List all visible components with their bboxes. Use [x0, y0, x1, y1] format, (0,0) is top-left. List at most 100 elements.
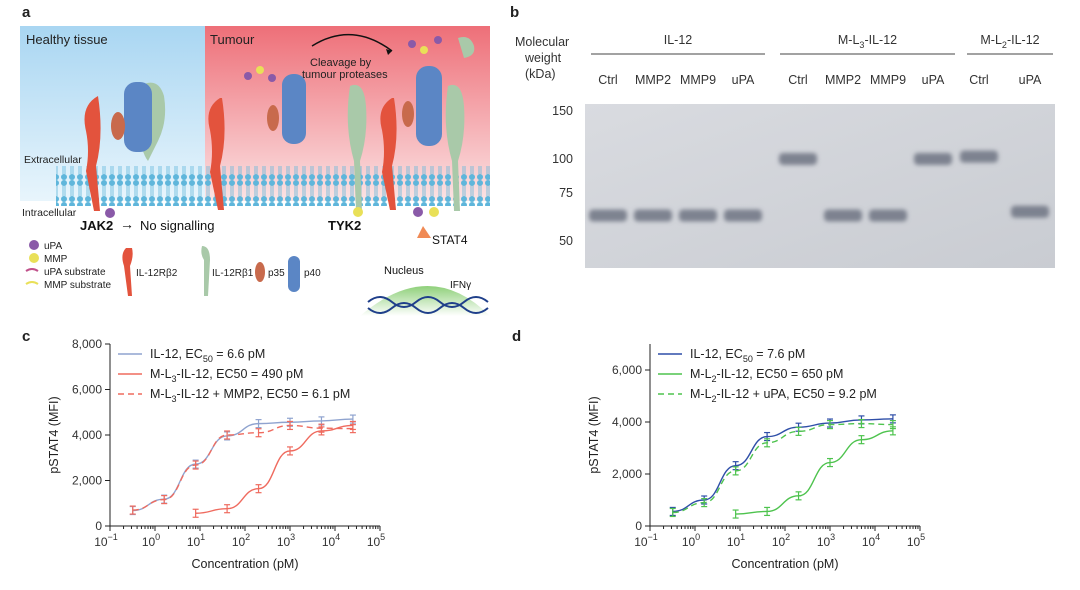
gel-lane-label: MMP2 — [635, 73, 671, 87]
x-tick-label: 101 — [187, 532, 205, 549]
mw-marker-label: 75 — [559, 186, 573, 200]
gel-band — [779, 152, 817, 165]
legend-entry: M-L3-IL-12 + MMP2, EC50 = 6.1 pM — [150, 387, 350, 404]
il12rb1-receptor-tumour — [347, 84, 367, 211]
y-tick-label: 4,000 — [72, 428, 102, 442]
il12rb2-receptor-healthy — [84, 96, 101, 211]
il12rb1-legend-icon — [201, 246, 210, 296]
legend-entry: IL-12, EC50 = 6.6 pM — [150, 347, 265, 364]
legend-upa-substrate: uPA substrate — [44, 267, 106, 278]
gel-lane-label: MMP2 — [825, 73, 861, 87]
dna-strand — [367, 302, 489, 314]
legend-entry: M-L2-IL-12 + uPA, EC50 = 9.2 pM — [690, 387, 877, 404]
cleavage-label-line1: Cleavage by — [310, 57, 372, 69]
legend-p35: p35 — [268, 268, 285, 279]
y-axis-title: pSTAT4 (MFI) — [47, 396, 61, 473]
series-line — [132, 418, 353, 512]
mw-label-line2: weight — [524, 51, 562, 65]
panel-c-chart: 0 2,000 4,000 6,000 8,000 10−1 100 101 102 103 104… — [47, 337, 385, 571]
gel-lane-label: MMP9 — [680, 73, 716, 87]
p35-legend-icon — [255, 262, 265, 282]
upa-legend-icon — [29, 240, 39, 250]
p40-subunit-healthy — [124, 82, 152, 152]
series-line — [672, 422, 893, 514]
gel-band — [824, 209, 862, 222]
gel-lane-label: MMP9 — [870, 73, 906, 87]
series-line — [132, 424, 353, 511]
gel-band — [589, 209, 627, 222]
x-tick-label: 100 — [142, 532, 160, 549]
gel-group-label: IL-12 — [664, 33, 693, 47]
jak2-label: JAK2 — [80, 218, 113, 233]
cleavage-label-line2: tumour proteases — [302, 69, 388, 81]
legend-il12rb1: IL-12Rβ1 — [212, 268, 254, 279]
mw-marker-label: 50 — [559, 234, 573, 248]
jak2-kinase-active — [413, 207, 423, 217]
mw-label-line1: Molecular — [515, 35, 569, 49]
legend-mmp-substrate: MMP substrate — [44, 280, 111, 291]
upa-substrate-legend-icon — [25, 268, 39, 272]
mmp-legend-icon — [29, 253, 39, 263]
mw-marker-label: 150 — [552, 104, 573, 118]
x-tick-label: 105 — [367, 532, 385, 549]
panel-c-letter: c — [22, 328, 31, 345]
stat4-label: STAT4 — [432, 233, 468, 247]
y-tick-label: 8,000 — [72, 337, 102, 351]
p40-legend-icon — [288, 256, 300, 292]
mw-label-line3: (kDa) — [525, 67, 556, 81]
legend-entry: IL-12, EC50 = 7.6 pM — [690, 347, 805, 364]
ifn-gamma-label: IFNγ — [450, 280, 471, 291]
y-axis-title: pSTAT4 (MFI) — [587, 396, 601, 473]
x-tick-label: 102 — [772, 532, 790, 549]
gel-band — [634, 209, 672, 222]
panel-a-schematic: Healthy tissue Tumour Cleavage by tumour… — [20, 26, 490, 316]
legend-entry: M-L3-IL-12, EC50 = 490 pM — [150, 367, 303, 384]
gel-lane-label: Ctrl — [788, 73, 807, 87]
y-tick-label: 2,000 — [612, 467, 642, 481]
mmp-protease — [420, 46, 428, 54]
x-tick-label: 105 — [907, 532, 925, 549]
gel-group-label: M-L2-IL-12 — [980, 33, 1039, 50]
legend-il12rb2: IL-12Rβ2 — [136, 268, 178, 279]
legend-p40: p40 — [304, 268, 321, 279]
jak2-kinase — [105, 208, 115, 218]
y-tick-label: 0 — [635, 519, 642, 533]
panel-d-chart: 0 2,000 4,000 6,000 10−1 100 101 102 103 104 105 Co… — [587, 344, 925, 571]
gel-image — [585, 104, 1055, 268]
mw-marker-label: 100 — [552, 152, 573, 166]
tyk2-kinase-active — [429, 207, 439, 217]
upa-protease — [434, 36, 442, 44]
x-tick-label: 10−1 — [94, 532, 118, 549]
y-tick-label: 2,000 — [72, 474, 102, 488]
upa-protease — [408, 40, 416, 48]
cleavage-arrow-head — [386, 49, 392, 55]
series-line — [672, 418, 893, 513]
x-axis-title: Concentration (pM) — [732, 557, 839, 571]
gel-band — [679, 209, 717, 222]
il12rb2-legend-icon — [122, 248, 133, 296]
mmp-substrate-legend-icon — [25, 281, 39, 285]
panel-d-letter: d — [512, 328, 522, 345]
healthy-tissue-label: Healthy tissue — [26, 32, 108, 47]
gel-lane-label: uPA — [732, 73, 755, 87]
legend-mmp: MMP — [44, 254, 68, 265]
il12rb1-receptor-active — [445, 84, 465, 211]
upa-protease — [268, 74, 276, 82]
extracellular-label: Extracellular — [24, 154, 82, 166]
upa-protease — [244, 72, 252, 80]
x-tick-label: 102 — [232, 532, 250, 549]
x-axis-title: Concentration (pM) — [192, 557, 299, 571]
gel-band — [914, 152, 952, 165]
y-tick-label: 6,000 — [72, 383, 102, 397]
il12rb2-receptor-active — [380, 98, 397, 210]
x-tick-label: 103 — [817, 532, 835, 549]
gel-band — [960, 150, 998, 163]
cleaved-fragment — [458, 37, 475, 58]
tyk2-label: TYK2 — [328, 218, 361, 233]
dna-strand — [367, 296, 489, 308]
tyk2-kinase — [353, 207, 363, 217]
p35-subunit-tumour — [267, 105, 279, 131]
y-tick-label: 6,000 — [612, 363, 642, 377]
gel-group-label: M-L3-IL-12 — [838, 33, 897, 50]
panel-b-gel: Molecular weight (kDa) IL-12 M-L3-IL-12 M-… — [515, 33, 1055, 268]
